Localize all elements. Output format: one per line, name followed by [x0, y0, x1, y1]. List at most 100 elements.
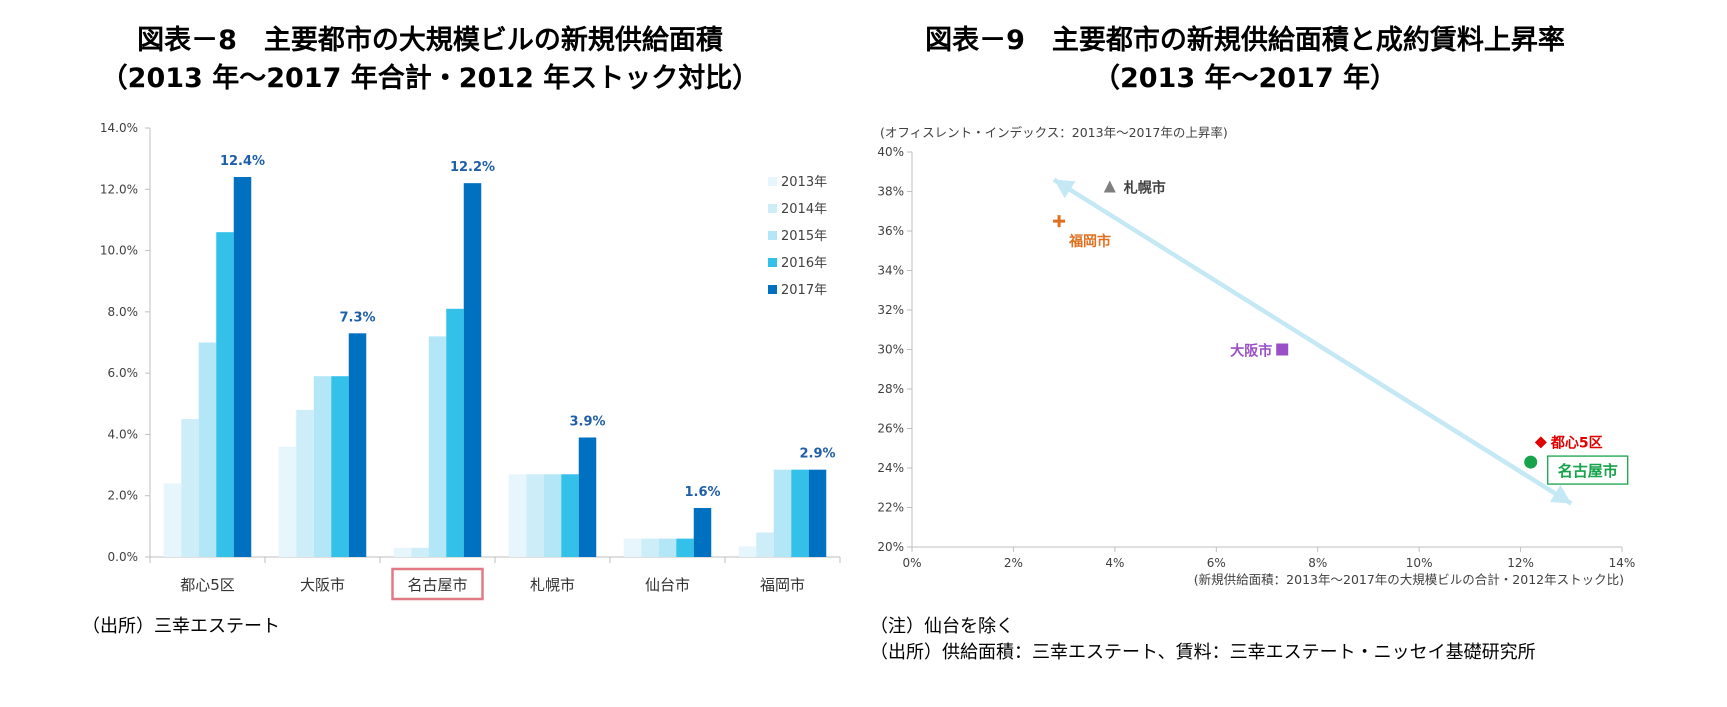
- y-tick-label: 14.0%: [100, 121, 138, 135]
- y-tick-label: 6.0%: [108, 366, 139, 380]
- bar-2014年-都心5区: [181, 419, 199, 557]
- bar-2016年-仙台市: [676, 538, 694, 557]
- right-chart-title-line1: 図表－9 主要都市の新規供給面積と成約賃料上昇率: [925, 25, 1565, 56]
- point-marker-toshin: [1534, 436, 1547, 449]
- bar-2013年-都心5区: [163, 483, 182, 557]
- point-label-fukuoka: 福岡市: [1068, 233, 1111, 250]
- legend-swatch: [768, 177, 777, 186]
- point-marker-sapporo: [1103, 180, 1116, 193]
- bar-2016年-札幌市: [561, 474, 579, 557]
- y-tick-label: 22%: [877, 501, 904, 515]
- x-tick-label: 4%: [1105, 556, 1124, 570]
- trend-arrow-head-start: [1054, 179, 1076, 199]
- data-label: 12.2%: [450, 160, 495, 175]
- y-tick-label: 0.0%: [108, 550, 139, 564]
- scatter-chart: (オフィスレント・インデックス：2013年～2017年の上昇率) 20% 22% 24…: [877, 125, 1636, 587]
- legend-label: 2015年: [781, 229, 827, 244]
- data-label: 2.9%: [799, 447, 835, 462]
- x-category-label: 名古屋市: [407, 576, 467, 594]
- y-tick-label: 32%: [877, 303, 904, 317]
- y-axis-title: (オフィスレント・インデックス：2013年～2017年の上昇率): [880, 125, 1228, 140]
- x-tick-label: 10%: [1406, 556, 1433, 570]
- bar-2015年-福岡市: [773, 469, 792, 557]
- bar-2017年-名古屋市: [463, 183, 482, 557]
- bar-2013年-大阪市: [278, 446, 297, 557]
- right-source-note: （出所）供給面積：三幸エステート、賃料：三幸エステート・ニッセイ基礎研究所: [870, 642, 1536, 663]
- point-label-osaka: 大阪市: [1230, 343, 1272, 360]
- legend-label: 2017年: [781, 283, 827, 298]
- x-category-label: 福岡市: [760, 576, 805, 594]
- bar-2015年-大阪市: [313, 376, 332, 557]
- x-category-label: 札幌市: [530, 576, 575, 594]
- x-tick-label: 2%: [1004, 556, 1023, 570]
- legend-swatch: [768, 231, 777, 240]
- bar-2015年-札幌市: [543, 474, 562, 557]
- y-tick-label: 36%: [877, 224, 904, 238]
- x-category-label: 大阪市: [300, 576, 345, 594]
- y-tick-label: 12.0%: [100, 182, 138, 196]
- bar-2015年-都心5区: [198, 342, 217, 557]
- point-label-sapporo: 札幌市: [1123, 180, 1166, 197]
- legend-label: 2013年: [781, 175, 827, 190]
- bar-2013年-福岡市: [738, 546, 757, 557]
- bar-2016年-名古屋市: [446, 308, 464, 557]
- y-tick-label: 4.0%: [108, 427, 139, 441]
- y-tick-label: 28%: [877, 382, 904, 396]
- data-label: 1.6%: [684, 485, 720, 500]
- right-chart-title-line2: （2013 年～2017 年）: [1092, 63, 1398, 94]
- x-tick-label: 6%: [1207, 556, 1226, 570]
- bar-2013年-仙台市: [623, 538, 642, 557]
- left-chart-title-line2: （2013 年～2017 年合計・2012 年ストック対比）: [100, 63, 760, 94]
- right-note: （注）仙台を除く: [870, 616, 1014, 637]
- bar-2016年-都心5区: [216, 232, 234, 557]
- y-tick-label: 8.0%: [108, 305, 139, 319]
- bar-2017年-都心5区: [233, 177, 252, 557]
- x-tick-label: 12%: [1507, 556, 1534, 570]
- y-tick-label: 40%: [877, 145, 904, 159]
- data-label: 12.4%: [220, 154, 265, 169]
- x-tick-label: 8%: [1308, 556, 1327, 570]
- bar-2017年-札幌市: [578, 437, 597, 557]
- bar-2014年-福岡市: [756, 532, 774, 557]
- x-category-label: 都心5区: [180, 576, 235, 594]
- bar-2014年-仙台市: [641, 538, 659, 557]
- legend-swatch: [768, 204, 777, 213]
- legend-label: 2014年: [781, 202, 827, 217]
- left-chart-title: 図表－8 主要都市の大規模ビルの新規供給面積 （2013 年～2017 年合計・…: [70, 22, 790, 98]
- bar-chart: 0.0% 2.0% 4.0% 6.0% 8.0% 10.0% 12.0% 14.0% 12.4%…: [100, 121, 841, 601]
- point-label-nagoya: 名古屋市: [1558, 462, 1618, 480]
- bar-2014年-札幌市: [526, 474, 544, 557]
- y-tick-label: 20%: [877, 540, 904, 554]
- bar-2017年-仙台市: [693, 507, 712, 557]
- bar-2016年-福岡市: [791, 469, 809, 557]
- left-chart-title-line1: 図表－8 主要都市の大規模ビルの新規供給面積: [137, 25, 723, 56]
- bar-2013年-札幌市: [508, 474, 527, 557]
- point-marker-osaka: [1276, 343, 1289, 356]
- x-tick-label: 14%: [1609, 556, 1636, 570]
- point-marker-fukuoka: [1053, 215, 1066, 228]
- bar-2015年-名古屋市: [428, 336, 447, 557]
- bar-2014年-大阪市: [296, 409, 314, 557]
- legend-label: 2016年: [781, 256, 827, 271]
- point-marker-nagoya: [1524, 455, 1538, 469]
- left-source-note: （出所）三幸エステート: [82, 616, 280, 637]
- highlight-box: [391, 567, 484, 601]
- y-tick-label: 10.0%: [100, 244, 138, 258]
- bar-2017年-福岡市: [808, 469, 827, 557]
- data-label: 7.3%: [339, 310, 375, 325]
- y-tick-label: 26%: [877, 422, 904, 436]
- y-tick-label: 38%: [877, 185, 904, 199]
- bar-2016年-大阪市: [331, 376, 349, 557]
- y-tick-label: 34%: [877, 264, 904, 278]
- bar-2013年-名古屋市: [393, 547, 412, 557]
- y-tick-label: 2.0%: [108, 489, 139, 503]
- data-label: 3.9%: [569, 414, 605, 429]
- x-axis-title: (新規供給面積：2013年～2017年の大規模ビルの合計・2012年ストック比): [1194, 572, 1624, 587]
- trend-arrow-line: [1052, 177, 1573, 506]
- bar-2017年-大阪市: [348, 333, 367, 557]
- bar-2015年-仙台市: [658, 538, 677, 557]
- point-label-box-nagoya: [1547, 455, 1629, 485]
- bar-2014年-名古屋市: [411, 547, 429, 557]
- point-label-toshin: 都心5区: [1550, 435, 1603, 451]
- legend-swatch: [768, 258, 777, 267]
